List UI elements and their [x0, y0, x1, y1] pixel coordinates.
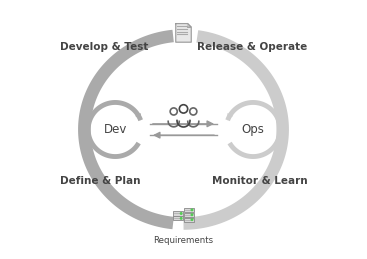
Text: Dev: Dev	[103, 123, 127, 136]
Text: Ops: Ops	[241, 123, 265, 136]
Polygon shape	[176, 24, 191, 42]
Circle shape	[191, 219, 193, 220]
Text: Requirements: Requirements	[153, 236, 214, 245]
Polygon shape	[188, 24, 191, 27]
Text: Define & Plan: Define & Plan	[60, 176, 140, 186]
FancyBboxPatch shape	[184, 213, 194, 217]
FancyBboxPatch shape	[174, 211, 183, 215]
Circle shape	[181, 213, 182, 214]
Text: Release & Operate: Release & Operate	[197, 42, 307, 52]
Text: Develop & Test: Develop & Test	[60, 42, 148, 52]
Circle shape	[191, 214, 193, 215]
Circle shape	[191, 209, 193, 211]
FancyBboxPatch shape	[184, 208, 194, 212]
FancyBboxPatch shape	[184, 218, 194, 222]
Circle shape	[181, 218, 182, 219]
FancyBboxPatch shape	[174, 216, 183, 220]
Text: Monitor & Learn: Monitor & Learn	[211, 176, 307, 186]
